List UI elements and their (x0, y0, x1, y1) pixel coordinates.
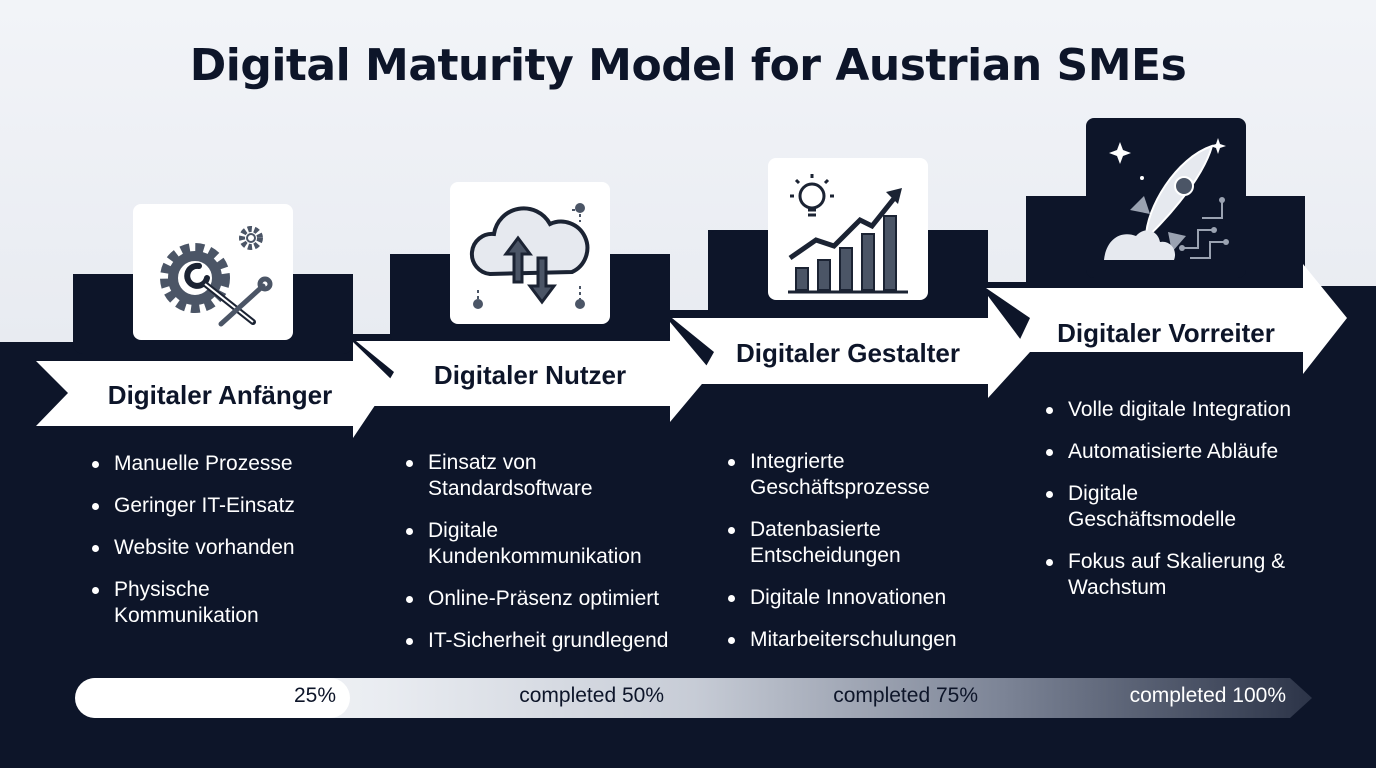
stage-arrow-3 (672, 296, 1030, 398)
stage-arrow-1 (36, 342, 392, 438)
stage-4-items: Volle digitale Integration Automatisiert… (1044, 397, 1304, 617)
list-item: Physische Kommunikation (90, 577, 330, 629)
list-item: Online-Präsenz optimiert (404, 586, 674, 612)
list-item: Einsatz von Standardsoftware (404, 450, 674, 502)
list-item: Website vorhanden (90, 535, 330, 561)
list-item: Geringer IT-Einsatz (90, 493, 330, 519)
stage-name-3: Digitaler Gestalter (736, 338, 960, 368)
progress-fill-25 (76, 678, 350, 718)
list-item: Integrierte Geschäftsprozesse (726, 449, 976, 501)
list-item: Volle digitale Integration (1044, 397, 1304, 423)
progress-label-75: completed 75% (833, 684, 978, 707)
list-item: Datenbasierte Entscheidungen (726, 517, 976, 569)
stage-name-2: Digitaler Nutzer (433, 360, 627, 390)
lightbulb-growth-chart-icon (768, 158, 928, 300)
list-item: Digitale Kundenkommunikation (404, 518, 674, 570)
progress-track (75, 678, 1312, 718)
stage-3-items: Integrierte Geschäftsprozesse Datenbasie… (726, 449, 976, 669)
light-background (0, 0, 1376, 342)
stage-arrow-2 (356, 322, 712, 422)
stage-1-items: Manuelle Prozesse Geringer IT-Einsatz We… (90, 451, 330, 645)
stage-name-4: Digitaler Vorreiter (1057, 318, 1275, 348)
cloud-sync-icon (450, 182, 610, 324)
page-title: Digital Maturity Model for Austrian SMEs (189, 40, 1187, 91)
list-item: Fokus auf Skalierung & Wachstum (1044, 549, 1304, 601)
stage-2-items: Einsatz von Standardsoftware Digitale Ku… (404, 450, 674, 670)
list-item: Digitale Innovationen (726, 585, 976, 611)
list-item: Manuelle Prozesse (90, 451, 330, 477)
progress-label-25: 25% (293, 684, 336, 707)
list-item: Digitale Geschäftsmodelle (1044, 481, 1304, 533)
progress-label-100: completed 100% (1129, 684, 1286, 707)
stage-name-1: Digitaler Anfänger (107, 380, 333, 410)
list-item: IT-Sicherheit grundlegend (404, 628, 674, 654)
list-item: Mitarbeiterschulungen (726, 627, 976, 653)
stage-arrow-4 (986, 264, 1347, 374)
rocket-icon (1086, 118, 1246, 278)
gear-wrench-icon (133, 204, 293, 340)
progress-label-50: completed 50% (519, 684, 664, 707)
list-item: Automatisierte Abläufe (1044, 439, 1304, 465)
